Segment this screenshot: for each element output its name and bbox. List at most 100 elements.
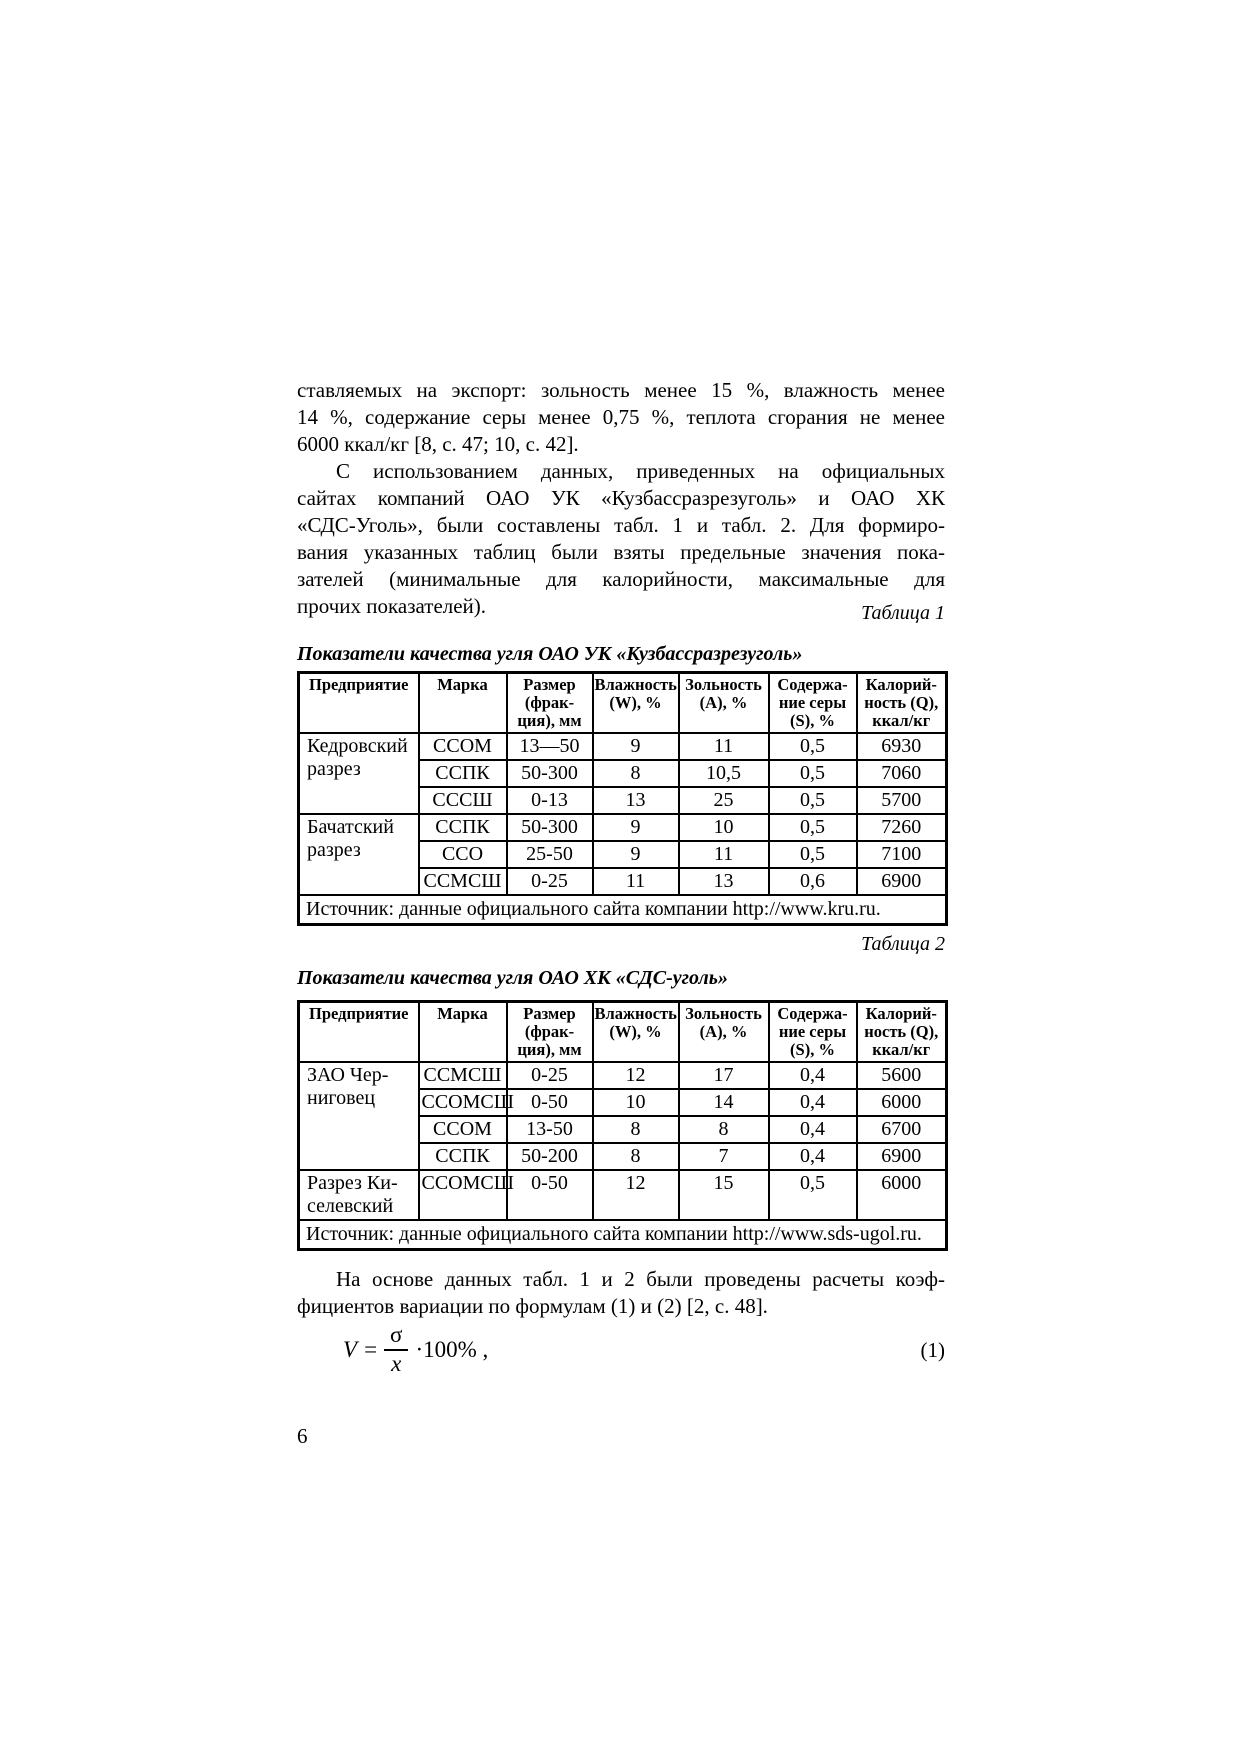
table-cell: 13-50 (505, 1115, 594, 1144)
table-cell: 13—50 (505, 732, 594, 761)
table-row: ССМСШ 0-25 11 13 0,6 6900 (299, 867, 948, 896)
table-row: ССО 25-50 9 11 0,5 7100 (299, 840, 948, 869)
table-cell: 11 (677, 840, 770, 869)
table-cell: ССО (417, 840, 508, 869)
text-line: С использованием данных, приведенных на … (336, 459, 945, 483)
table-cell: 0,5 (767, 786, 858, 815)
table-cell: 5700 (855, 786, 948, 815)
table-row: ССОМСШ 0-50 10 14 0,4 6000 (299, 1088, 948, 1117)
table-row: ССПК 50-300 8 10,5 0,5 7060 (299, 759, 948, 788)
table-cell: 6900 (855, 867, 948, 896)
fraction-denominator: x (391, 1351, 402, 1377)
table-cell: 11 (591, 867, 680, 896)
paragraph-export-requirements: ставляемых на экспорт: зольность менее 1… (297, 377, 945, 458)
column-header: Размер (фрак- ция), мм (505, 1000, 594, 1063)
table-cell: 8 (677, 1115, 770, 1144)
table-cell: 6000 (855, 1088, 948, 1117)
table-cell: 11 (677, 732, 770, 761)
paragraph-data-sources: С использованием данных, приведенных на … (297, 458, 945, 620)
column-header: Зольность (А), % (677, 1000, 770, 1063)
table-cell: 8 (591, 1142, 680, 1171)
table-cell: 13 (677, 867, 770, 896)
table-cell: 0,5 (767, 759, 858, 788)
table-cell: 10 (591, 1088, 680, 1117)
table-cell: ССПК (417, 759, 508, 788)
table-cell: 7100 (855, 840, 948, 869)
text-line: ставляемых на экспорт: зольность менее 1… (297, 378, 945, 402)
column-header: Содержа- ние серы (S), % (767, 1000, 858, 1063)
table-cell: 0,4 (767, 1061, 858, 1090)
table2-caption: Таблица 2 (861, 933, 945, 955)
table-cell: 0,5 (767, 840, 858, 869)
column-header: Калорий- ность (Q), ккал/кг (855, 671, 948, 734)
table-cell: 0,5 (767, 732, 858, 761)
table-cell: 12 (591, 1169, 680, 1221)
table-cell: 12 (591, 1061, 680, 1090)
table-row: ССОМ 13-50 8 8 0,4 6700 (299, 1115, 948, 1144)
table-cell: 0,5 (767, 1169, 858, 1221)
equation-number: (1) (920, 1338, 946, 1362)
enterprise-cell: Бачатский разрез (297, 813, 420, 896)
table-cell: ССОМСШ (417, 1088, 514, 1117)
column-header: Марка (417, 1000, 508, 1063)
column-header: Предприятие (297, 1000, 420, 1063)
enterprise-cell: ЗАО Чер- ниговец (297, 1061, 420, 1171)
table-cell: 6000 (855, 1169, 948, 1221)
source-cell: Источник: данные официального сайта комп… (297, 1219, 948, 1251)
table-cell: 15 (677, 1169, 770, 1221)
table-cell: 9 (591, 732, 680, 761)
table-cell: ССМСШ (417, 1061, 508, 1090)
table-cell: 0-25 (505, 1061, 594, 1090)
text-line: прочих показателей). (297, 594, 487, 618)
table2-title: Показатели качества угля ОАО ХК «СДС-уго… (297, 967, 728, 989)
table-cell: 9 (591, 813, 680, 842)
formula-rhs: ·100% , (415, 1336, 489, 1362)
table-cell: ССПК (417, 1142, 508, 1171)
table-cell: 14 (677, 1088, 770, 1117)
table-cell: 50-200 (505, 1142, 594, 1171)
column-header: Предприятие (297, 671, 420, 734)
enterprise-cell: Кедровский разрез (297, 732, 420, 815)
table-cell: 50-300 (505, 759, 594, 788)
table-cell: ССОМСШ (417, 1169, 514, 1221)
table-cell: ССОМ (417, 732, 508, 761)
table-cell: 0,5 (767, 813, 858, 842)
enterprise-cell: Разрез Ки- селевский (297, 1169, 420, 1221)
paragraph-variation-coefficients: На основе данных табл. 1 и 2 были провед… (297, 1266, 945, 1320)
table-cell: 7260 (855, 813, 948, 842)
quality-table-kuzbass: Предприятие Марка Размер (фрак- ция), мм Вл… (297, 671, 948, 926)
header-row: Предприятие Марка Размер (фрак- ция), мм Вл… (297, 671, 948, 734)
header-row: Предприятие Марка Размер (фрак- ция), мм Вл… (297, 1000, 948, 1063)
formula-variation-coefficient: V = σ x ·100% , (343, 1322, 488, 1378)
column-header: Зольность (А), % (677, 671, 770, 734)
column-header: Содержа- ние серы (S), % (767, 671, 858, 734)
table-cell: 0-50 (505, 1088, 594, 1117)
column-header: Размер (фрак- ция), мм (505, 671, 594, 734)
table-cell: 8 (591, 1115, 680, 1144)
table-cell: 9 (591, 840, 680, 869)
source-cell: Источник: данные официального сайта комп… (297, 894, 948, 926)
table-cell: 13 (591, 786, 680, 815)
column-header: Марка (417, 671, 508, 734)
column-header: Калорий- ность (Q), ккал/кг (855, 1000, 948, 1063)
table-cell: 0-50 (505, 1169, 594, 1221)
table-cell: 7060 (855, 759, 948, 788)
table-row: Разрез Ки- селевский ССОМСШ 0-50 12 15 0,5 600… (297, 1169, 948, 1221)
text-line: На основе данных табл. 1 и 2 были провед… (336, 1267, 945, 1291)
equals-sign: = (364, 1336, 378, 1362)
source-row: Источник: данные официального сайта комп… (297, 894, 948, 926)
table-cell: 0-25 (505, 867, 594, 896)
table-row: СССШ 0-13 13 25 0,5 5700 (299, 786, 948, 815)
column-header: Влажность (W), % (591, 671, 680, 734)
table-cell: ССПК (417, 813, 508, 842)
table-cell: 0,6 (767, 867, 858, 896)
table-cell: СССШ (417, 786, 508, 815)
formula-variable: V (343, 1336, 358, 1362)
table-cell: 0,4 (767, 1115, 858, 1144)
table-cell: 25 (677, 786, 770, 815)
table-cell: 25-50 (505, 840, 594, 869)
table-row: ЗАО Чер- ниговец ССМСШ 0-25 12 17 0,4 5600 (297, 1061, 948, 1171)
table-cell: 6900 (855, 1142, 948, 1171)
source-row: Источник: данные официального сайта комп… (297, 1219, 948, 1251)
